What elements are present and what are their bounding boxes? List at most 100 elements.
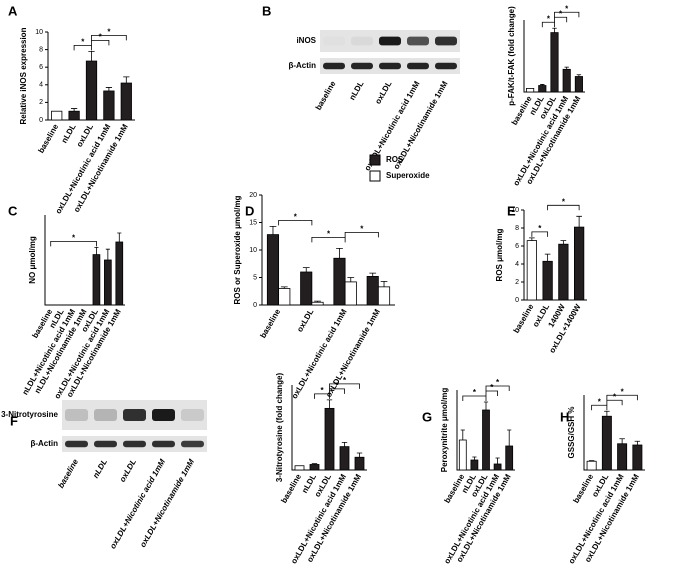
significance-bracket <box>314 393 330 399</box>
error-bar <box>269 225 277 235</box>
blot-band <box>323 62 345 70</box>
y-axis-label: Relative iNOS expression <box>19 27 28 124</box>
significance-label: * <box>294 212 298 221</box>
y-tick-label: 6 <box>515 243 519 250</box>
error-bar <box>460 429 465 440</box>
bar <box>278 288 291 306</box>
bar <box>120 82 132 121</box>
bar <box>617 443 628 471</box>
bar <box>550 32 559 93</box>
blot-row-label: β-Actin <box>30 439 58 448</box>
blot-lane-label: nLDL <box>348 79 366 101</box>
bar <box>68 110 80 121</box>
axis-line <box>44 215 125 306</box>
panel-letter: D <box>245 203 254 218</box>
error-bar <box>356 452 363 458</box>
bar <box>526 240 538 301</box>
error-bar <box>105 248 110 260</box>
error-bar <box>604 410 610 417</box>
panel-letter: F <box>10 413 18 428</box>
y-tick-label: 8 <box>515 225 519 232</box>
blot-band <box>181 409 204 421</box>
bar <box>542 260 553 301</box>
y-tick-label: 6 <box>39 64 43 71</box>
blot-band <box>351 62 373 70</box>
significance-label: * <box>99 32 103 41</box>
blot-lane-label: oxLDL <box>373 79 393 105</box>
panel-letter: H <box>560 409 569 424</box>
bar <box>333 257 346 306</box>
blot-band <box>94 440 117 448</box>
significance-label: * <box>496 378 500 387</box>
y-tick-label: 20 <box>249 192 257 199</box>
x-tick-label: baseline <box>36 122 60 155</box>
y-axis-label: ROS or Superoxide μmol/mg <box>233 195 242 304</box>
significance-label: * <box>335 381 339 390</box>
bar <box>632 444 643 471</box>
error-bar <box>529 237 535 241</box>
blot-lane-label: oxLDL <box>118 457 138 483</box>
bar <box>377 286 391 306</box>
blot-band <box>152 440 175 448</box>
y-tick-label: 2 <box>39 99 43 106</box>
error-bar <box>564 66 569 70</box>
blot-lane-label: oxLDL+Nicotinamide 1mM <box>138 457 196 549</box>
error-bar <box>314 300 321 303</box>
bar <box>482 409 490 471</box>
error-bar <box>552 27 557 33</box>
blot-row-label: 3-Nitrotyrosine <box>1 410 58 419</box>
blot-band <box>123 440 146 448</box>
significance-bracket <box>91 34 127 41</box>
panel-letter: C <box>8 203 18 218</box>
blot-band <box>152 409 175 421</box>
x-tick-label: nLDL <box>60 122 78 144</box>
significance-bracket <box>531 231 549 237</box>
blot-band <box>379 36 401 46</box>
y-axis-label: 3-Nitrotyrosine (fold change) <box>275 372 284 482</box>
y-tick-label: 10 <box>511 207 519 214</box>
error-bar <box>634 440 641 445</box>
significance-bracket <box>547 204 580 211</box>
blot-band <box>435 62 457 70</box>
blot-lane-label: baseline <box>56 457 80 490</box>
blot-band <box>65 409 88 421</box>
significance-label: * <box>538 224 542 233</box>
significance-label: * <box>547 14 551 23</box>
bar <box>324 407 335 471</box>
blot-lane-label: oxLDL+Nicotinic acid 1mM <box>108 457 167 550</box>
error-bar <box>576 74 582 77</box>
legend-swatch <box>369 154 381 166</box>
y-tick-label: 4 <box>39 82 43 89</box>
bar <box>538 85 547 93</box>
y-axis-label: p-FAK/t-FAK (fold change) <box>507 6 516 106</box>
legend-label: Superoxide <box>386 171 430 180</box>
bar <box>470 459 479 471</box>
error-bar <box>369 272 377 277</box>
legend-label: ROS <box>386 155 404 164</box>
blot-band <box>351 36 373 46</box>
panel-letter: B <box>262 3 271 18</box>
error-bar <box>70 108 78 112</box>
error-bar <box>588 460 595 462</box>
bar <box>344 281 357 306</box>
bar <box>300 271 313 306</box>
error-bar <box>311 463 318 465</box>
significance-label: * <box>490 383 494 392</box>
significance-label: * <box>559 9 563 18</box>
y-tick-label: 5 <box>253 274 257 281</box>
bar <box>493 463 502 471</box>
error-bar <box>123 76 130 84</box>
significance-bracket <box>50 241 97 247</box>
bar <box>458 439 467 471</box>
error-bar <box>326 399 333 409</box>
significance-label: * <box>81 37 85 46</box>
bar <box>311 301 324 306</box>
blot-lane-label: nLDL <box>91 457 109 479</box>
blot-band <box>435 36 457 46</box>
error-bar <box>619 438 625 444</box>
bar <box>103 90 115 121</box>
significance-label: * <box>72 234 76 243</box>
significance-bracket <box>485 385 510 391</box>
bar <box>505 445 514 471</box>
